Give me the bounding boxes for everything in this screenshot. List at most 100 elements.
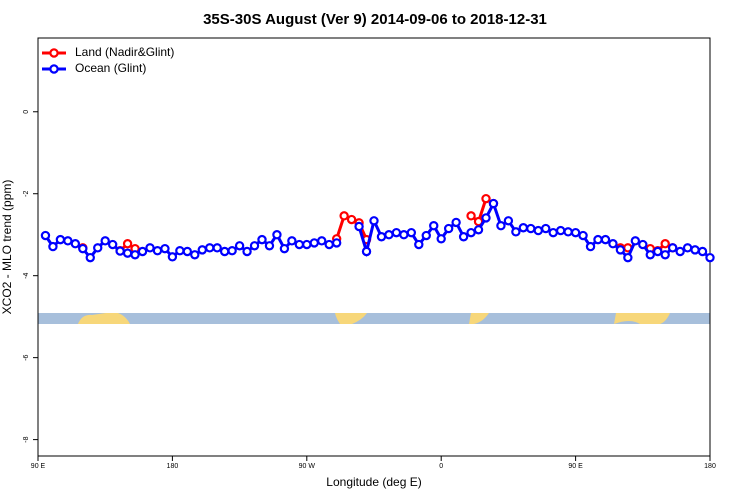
data-point [429, 220, 439, 231]
data-point [331, 238, 342, 248]
data-point [384, 230, 394, 240]
data-point [399, 230, 409, 240]
data-point [511, 227, 521, 237]
data-point [473, 225, 484, 235]
data-point [570, 227, 581, 238]
data-point [630, 236, 641, 246]
data-point [533, 225, 543, 236]
data-point [272, 230, 282, 240]
data-point [414, 239, 424, 250]
data-point [638, 239, 648, 250]
data-point [115, 246, 125, 256]
data-point [436, 234, 446, 244]
x-axis-label: Longitude (deg E) [326, 475, 421, 489]
data-point [548, 227, 558, 238]
data-point [152, 245, 163, 256]
plot-frame [37, 37, 711, 457]
data-point [391, 227, 402, 238]
data-point [578, 230, 588, 241]
legend-label: Land (Nadir&Glint) [75, 45, 174, 59]
data-point [219, 246, 230, 257]
data-point [443, 223, 454, 234]
data-point [705, 252, 715, 263]
y-tick-label: 0 [23, 110, 30, 114]
data-point [541, 223, 551, 234]
land-ocean-strip [38, 313, 710, 324]
x-tick-label: 180 [167, 463, 179, 470]
data-point [690, 245, 700, 255]
data-point [197, 245, 207, 255]
data-point [458, 232, 469, 242]
data-point [660, 239, 670, 249]
data-point [242, 246, 252, 257]
data-point [40, 230, 51, 241]
data-point [406, 227, 417, 238]
data-point [175, 245, 185, 256]
x-tick-label: 90 E [31, 463, 46, 470]
data-point [451, 217, 461, 228]
data-point [190, 250, 200, 260]
data-point [145, 243, 155, 253]
data-point [481, 213, 491, 223]
data-point [48, 241, 58, 252]
data-point [324, 239, 334, 250]
y-tick-label: -6 [23, 354, 30, 360]
data-point [309, 238, 319, 248]
data-point [264, 241, 275, 251]
x-tick-label: 90 W [299, 463, 316, 470]
data-point [466, 227, 476, 238]
data-point [205, 243, 215, 253]
data-point [555, 225, 566, 236]
data-point [488, 198, 499, 209]
data-point [376, 232, 387, 242]
data-point [645, 250, 655, 260]
data-point [615, 245, 626, 255]
data-point [227, 245, 237, 256]
chart-title: 35S-30S August (Ver 9) 2014-09-06 to 201… [203, 11, 547, 28]
legend-label: Ocean (Glint) [75, 61, 146, 75]
data-point [623, 252, 633, 263]
data-point [167, 252, 178, 262]
data-point [563, 227, 573, 237]
data-point [302, 239, 312, 250]
data-point [122, 248, 133, 258]
data-point [339, 211, 349, 221]
data-point [675, 246, 685, 257]
data-point [182, 246, 193, 257]
data-point [130, 250, 140, 260]
data-point [660, 250, 670, 260]
data-point [287, 236, 297, 246]
data-point [682, 243, 693, 253]
data-point [107, 239, 118, 250]
data-point [317, 236, 327, 246]
data-point [593, 234, 603, 245]
data-point [93, 243, 103, 253]
data-point [257, 234, 267, 245]
y-tick-label: -2 [23, 191, 30, 197]
data-point [346, 214, 357, 225]
data-point [55, 234, 66, 245]
data-point [503, 216, 514, 226]
data-point [667, 243, 678, 253]
data-point [496, 220, 506, 231]
data-point [585, 241, 596, 252]
data-point [234, 241, 245, 251]
data-point [137, 246, 148, 257]
data-point [160, 243, 170, 254]
y-tick-label: -4 [23, 272, 30, 278]
data-point [600, 234, 611, 245]
x-tick-label: 0 [439, 463, 443, 470]
data-point [421, 230, 431, 241]
data-point [279, 243, 290, 254]
data-point [249, 241, 260, 251]
y-axis-label: XCO2 - MLO trend (ppm) [0, 180, 14, 315]
legend-marker [49, 48, 59, 58]
x-tick-label: 180 [704, 463, 716, 470]
data-point [63, 236, 73, 246]
data-point [294, 239, 305, 250]
data-point [354, 221, 364, 232]
data-point [70, 239, 81, 249]
x-tick-label: 90 E [568, 463, 583, 470]
data-point [481, 193, 491, 204]
